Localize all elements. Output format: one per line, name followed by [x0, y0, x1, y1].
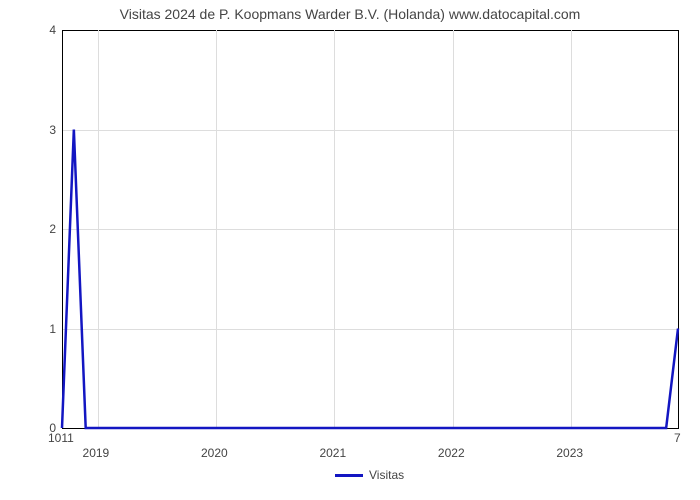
- visits-chart: Visitas 2024 de P. Koopmans Warder B.V. …: [0, 0, 700, 500]
- series-line: [0, 0, 700, 500]
